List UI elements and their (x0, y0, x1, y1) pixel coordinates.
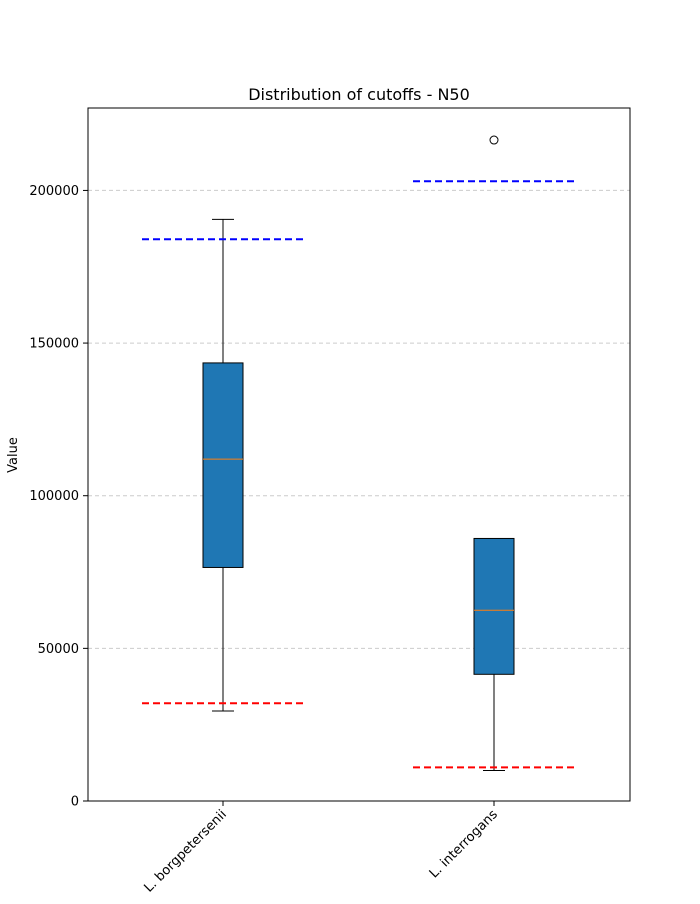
iqr-box (202, 362, 244, 568)
y-tick-label: 100000 (29, 489, 79, 504)
axes: 0 50000 100000 150000 200000 L. borgpeterseni… (29, 107, 631, 896)
box-group (413, 135, 575, 771)
x-tick-label: L. borgpetersenii (141, 807, 229, 895)
iqr-box (473, 537, 515, 675)
y-tick-label: 0 (71, 795, 79, 810)
y-tick-label: 50000 (38, 642, 79, 657)
x-tick-label: L. interrogans (427, 807, 501, 881)
y-axis-label: Value (6, 437, 21, 473)
outlier-point (489, 135, 499, 145)
box-group (142, 218, 304, 712)
y-tick-label: 200000 (29, 184, 79, 199)
chart-title: Distribution of cutoffs - N50 (248, 85, 470, 104)
plot-frame (87, 107, 631, 802)
y-tick-label: 150000 (29, 337, 79, 352)
plot-area (142, 135, 575, 771)
grid-lines (88, 189, 630, 649)
